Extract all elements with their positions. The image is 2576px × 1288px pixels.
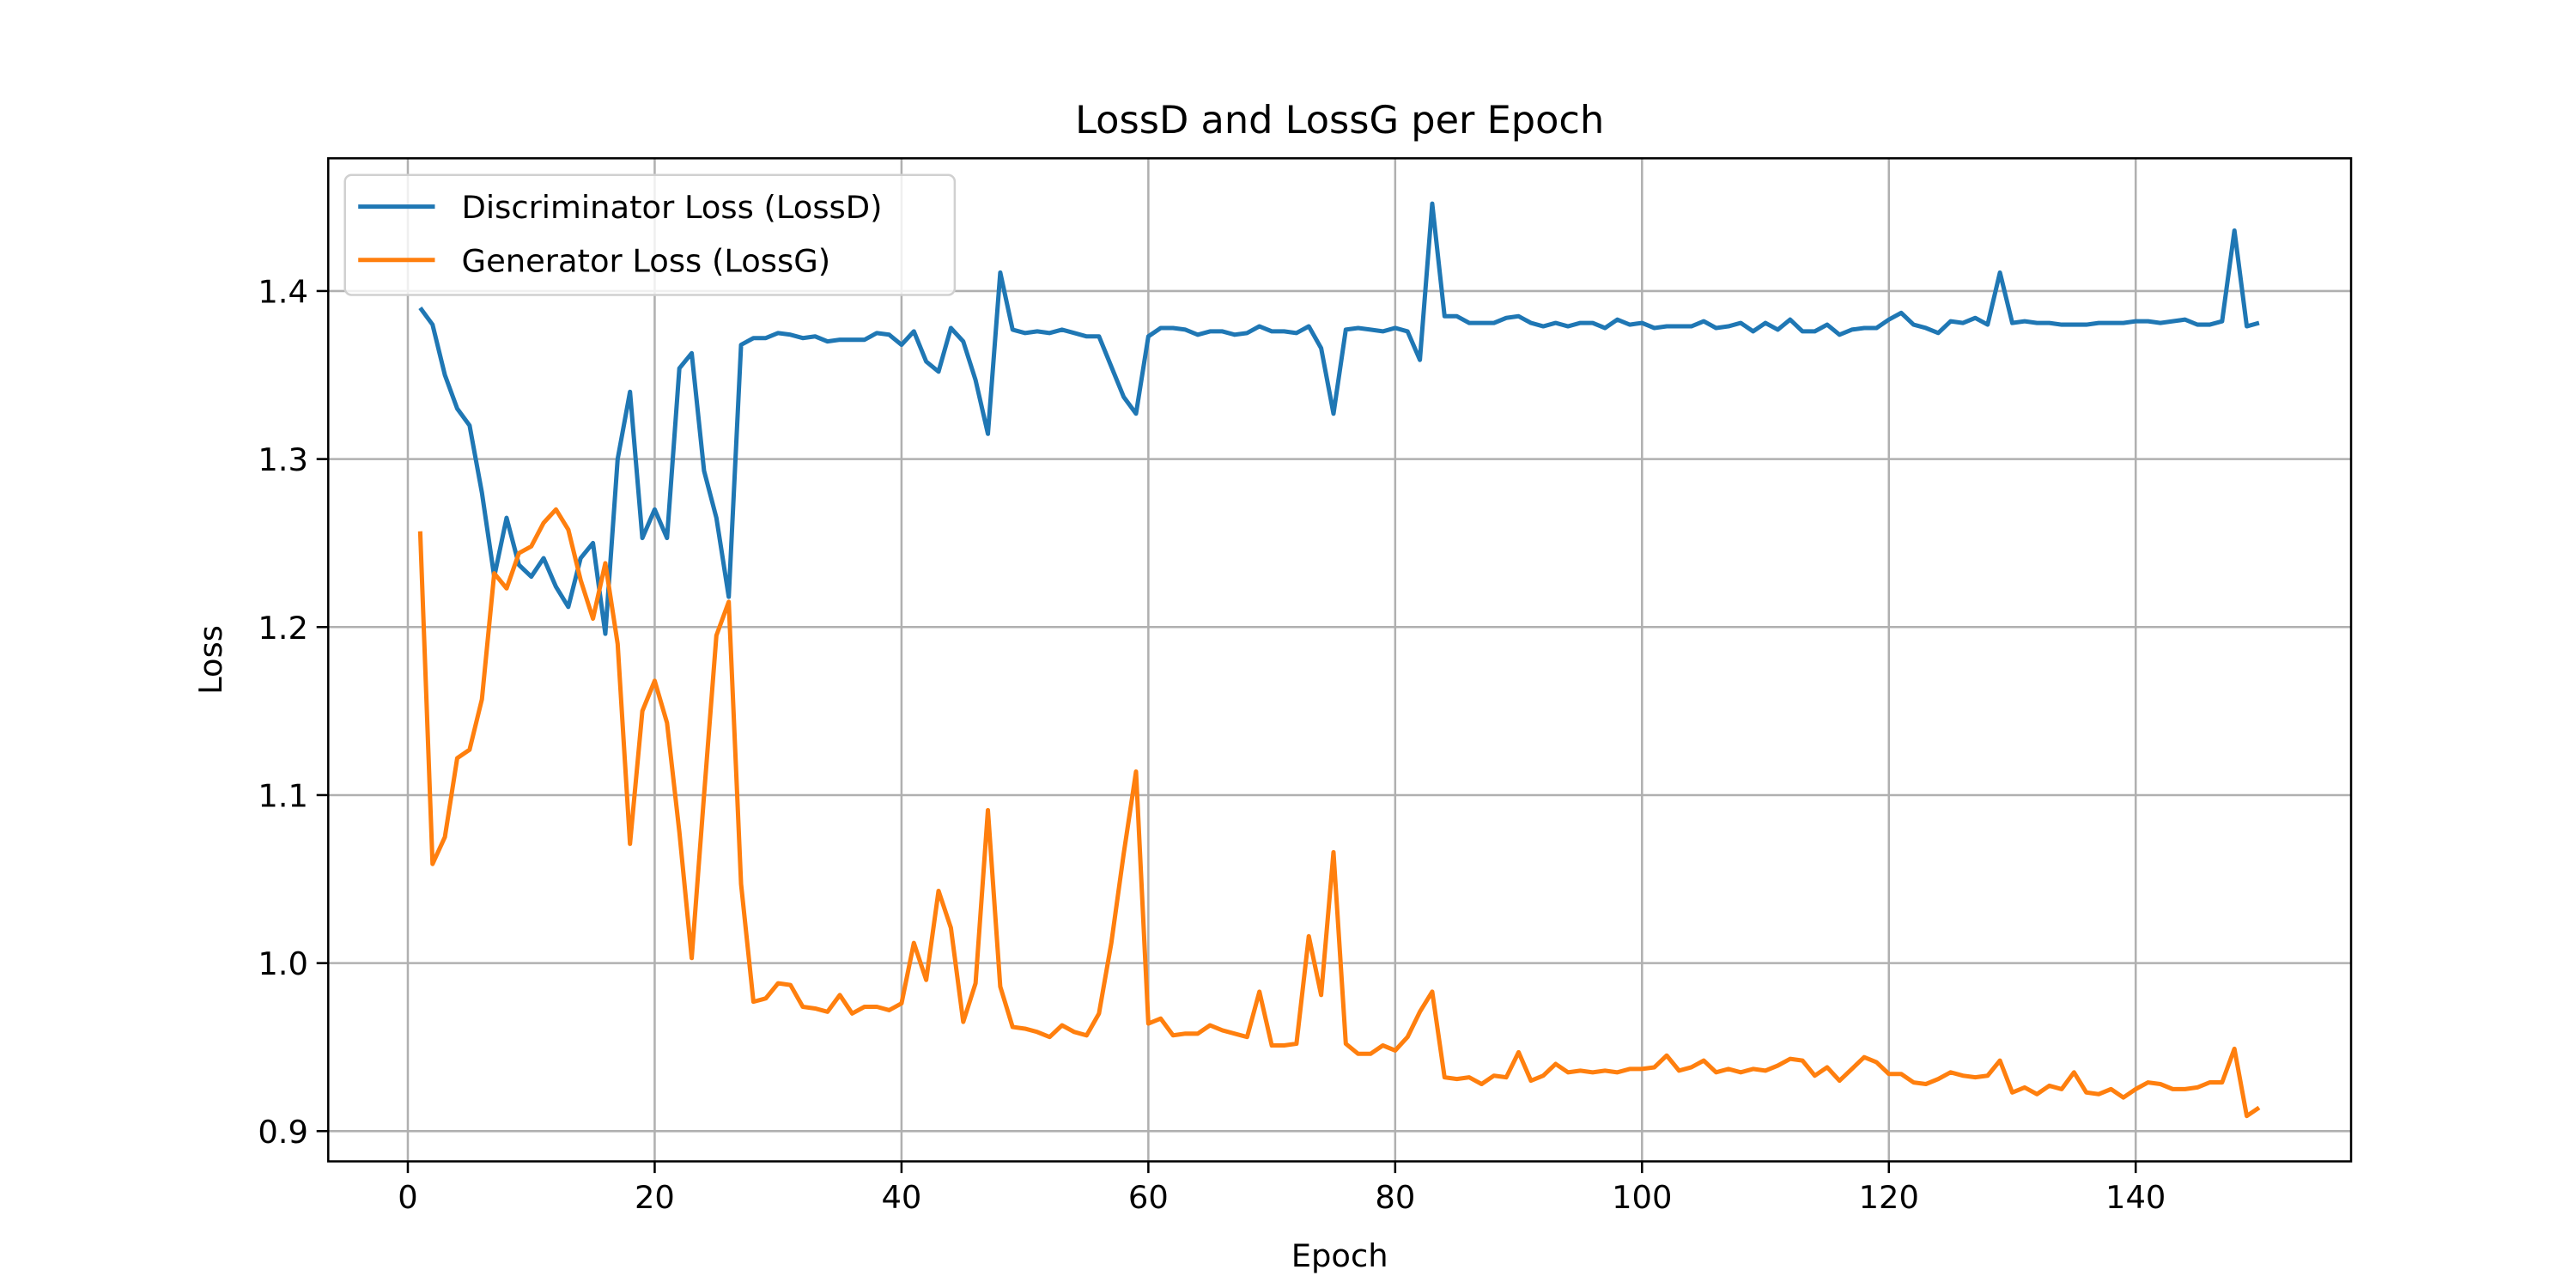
x-tick-label: 100: [1612, 1179, 1672, 1216]
y-tick-label: 1.3: [258, 441, 308, 478]
x-tick-label: 0: [398, 1179, 417, 1216]
legend: Discriminator Loss (LossD) Generator Loss…: [343, 173, 957, 296]
y-tick-label: 1.0: [258, 945, 308, 982]
y-tick-label: 0.9: [258, 1114, 308, 1151]
x-tick-label: 20: [635, 1179, 675, 1216]
x-tick-label: 140: [2105, 1179, 2166, 1216]
x-tick-label: 40: [881, 1179, 921, 1216]
x-tick-label: 60: [1128, 1179, 1169, 1216]
data-line: [418, 201, 2260, 636]
x-axis-label: Epoch: [1291, 1237, 1388, 1274]
x-tick-label: 120: [1859, 1179, 1919, 1216]
plot-frame: [327, 157, 2353, 1163]
chart-title: LossD and LossG per Epoch: [1075, 98, 1604, 143]
y-tick-label: 1.4: [258, 274, 308, 311]
legend-box: [343, 173, 957, 296]
y-tick-label: 1.2: [258, 610, 308, 647]
y-tick-label: 1.1: [258, 778, 308, 815]
y-axis-label: Loss: [192, 625, 229, 695]
data-line: [417, 507, 2261, 1119]
x-tick-label: 80: [1375, 1179, 1415, 1216]
legend-label: Discriminator Loss (LossD): [462, 189, 883, 226]
legend-label: Generator Loss (LossG): [462, 242, 831, 279]
